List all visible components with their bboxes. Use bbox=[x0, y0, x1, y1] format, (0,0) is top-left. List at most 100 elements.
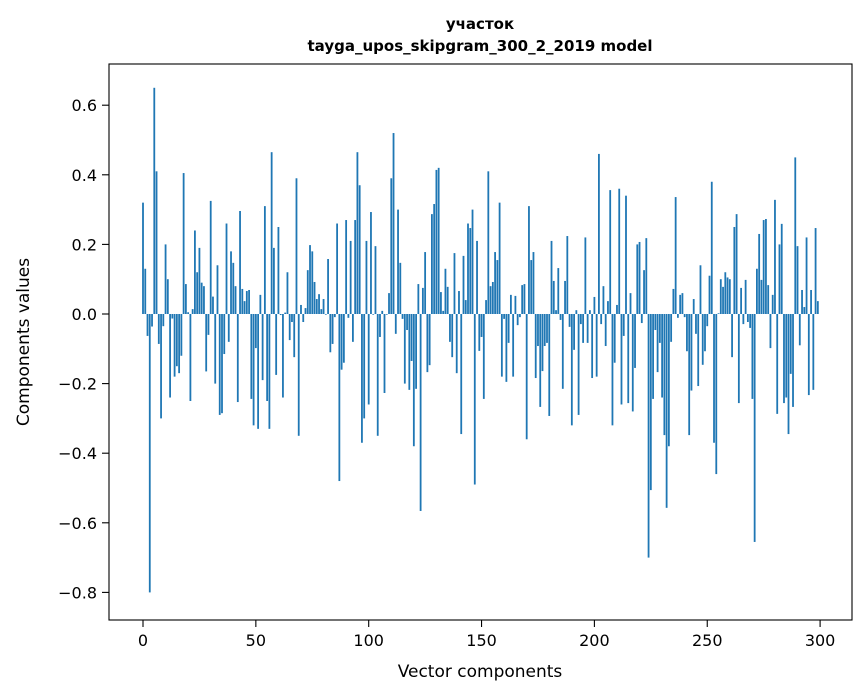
bar-144 bbox=[467, 223, 469, 314]
bar-53 bbox=[261, 314, 264, 381]
bar-283 bbox=[780, 223, 783, 314]
bar-256 bbox=[719, 279, 722, 314]
bar-141 bbox=[460, 314, 463, 435]
x-tick-label: 250 bbox=[692, 631, 723, 650]
x-tick-label: 50 bbox=[246, 631, 266, 650]
bar-228 bbox=[656, 314, 659, 373]
bar-71 bbox=[302, 314, 305, 323]
bar-10 bbox=[164, 244, 167, 314]
bar-165 bbox=[514, 295, 517, 314]
bar-206 bbox=[607, 301, 609, 314]
bar-103 bbox=[374, 246, 377, 314]
bar-67 bbox=[293, 314, 296, 358]
chart-subtitle: tayga_upos_skipgram_300_2_2019 model bbox=[308, 37, 653, 55]
bar-264 bbox=[737, 314, 740, 404]
bar-158 bbox=[498, 202, 501, 314]
bar-50 bbox=[254, 314, 257, 349]
bar-147 bbox=[473, 314, 476, 485]
bar-22 bbox=[191, 309, 194, 314]
bar-140 bbox=[458, 291, 460, 314]
bar-63 bbox=[284, 312, 287, 314]
y-tick-label: 0.0 bbox=[72, 305, 97, 324]
bar-292 bbox=[801, 289, 803, 314]
bar-148 bbox=[476, 240, 478, 314]
x-tick-label: 100 bbox=[353, 631, 384, 650]
bar-154 bbox=[489, 286, 492, 314]
bar-104 bbox=[376, 314, 379, 436]
bar-6 bbox=[155, 171, 158, 314]
bar-155 bbox=[491, 281, 494, 314]
bar-212 bbox=[620, 314, 623, 405]
y-tick-label: −0.8 bbox=[58, 583, 97, 602]
bar-31 bbox=[212, 296, 214, 314]
bar-216 bbox=[629, 293, 632, 314]
bar-209 bbox=[613, 314, 616, 363]
chart-title: участок bbox=[446, 15, 514, 33]
bar-174 bbox=[534, 314, 537, 379]
bar-261 bbox=[731, 314, 733, 358]
bar-74 bbox=[309, 245, 311, 314]
bar-134 bbox=[444, 268, 447, 314]
bar-119 bbox=[410, 314, 413, 361]
bar-217 bbox=[631, 314, 634, 412]
bar-17 bbox=[180, 314, 183, 356]
bar-262 bbox=[733, 227, 736, 314]
bar-5 bbox=[153, 87, 156, 314]
bar-247 bbox=[699, 265, 702, 314]
bar-226 bbox=[652, 314, 654, 399]
bar-26 bbox=[200, 282, 203, 314]
x-tick-label: 300 bbox=[805, 631, 836, 650]
bar-151 bbox=[482, 314, 485, 399]
bar-260 bbox=[728, 279, 731, 314]
bar-100 bbox=[367, 314, 370, 405]
bar-91 bbox=[347, 314, 350, 318]
bar-41 bbox=[234, 286, 237, 314]
bars-group bbox=[142, 87, 819, 593]
bar-284 bbox=[783, 314, 785, 404]
bar-267 bbox=[744, 279, 747, 314]
bar-114 bbox=[399, 262, 402, 314]
bar-253 bbox=[713, 314, 715, 443]
bar-117 bbox=[406, 314, 408, 331]
bar-266 bbox=[742, 314, 745, 325]
bar-182 bbox=[552, 280, 555, 314]
bar-111 bbox=[392, 133, 395, 314]
bar-45 bbox=[243, 301, 246, 314]
bar-222 bbox=[643, 270, 645, 314]
bar-170 bbox=[525, 314, 528, 440]
bar-241 bbox=[686, 314, 688, 352]
bar-257 bbox=[722, 286, 724, 314]
bar-278 bbox=[769, 314, 772, 349]
x-axis-ticks: 0 50 100 150 200 250 300 bbox=[138, 620, 835, 650]
bar-194 bbox=[579, 314, 582, 325]
bar-128 bbox=[430, 214, 433, 314]
bar-229 bbox=[658, 314, 661, 343]
bar-86 bbox=[336, 223, 339, 314]
bar-187 bbox=[564, 280, 566, 314]
bar-293 bbox=[803, 307, 806, 314]
bar-286 bbox=[787, 314, 790, 435]
bar-56 bbox=[268, 314, 271, 429]
bar-197 bbox=[586, 314, 589, 343]
bar-274 bbox=[760, 279, 763, 314]
bar-273 bbox=[758, 233, 761, 314]
bar-79 bbox=[320, 309, 323, 314]
bar-106 bbox=[381, 310, 384, 314]
bar-215 bbox=[627, 314, 630, 404]
bar-42 bbox=[236, 314, 239, 403]
bar-186 bbox=[561, 314, 564, 389]
bar-279 bbox=[771, 294, 774, 314]
bar-113 bbox=[397, 209, 399, 314]
plot-frame bbox=[108, 63, 853, 621]
bar-1 bbox=[144, 268, 147, 314]
bar-115 bbox=[401, 314, 404, 319]
bar-211 bbox=[618, 188, 621, 314]
bar-184 bbox=[557, 268, 560, 314]
bar-70 bbox=[300, 304, 302, 314]
bar-4 bbox=[151, 314, 153, 327]
bar-218 bbox=[634, 314, 636, 368]
bar-167 bbox=[519, 314, 521, 318]
y-tick-label: 0.2 bbox=[72, 235, 97, 254]
bar-277 bbox=[767, 285, 770, 314]
bar-88 bbox=[340, 314, 343, 370]
